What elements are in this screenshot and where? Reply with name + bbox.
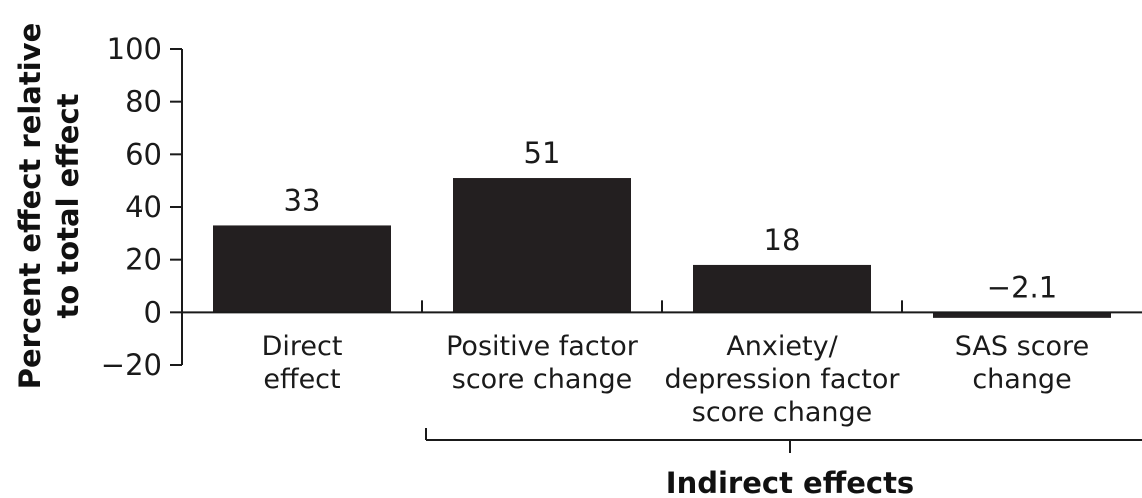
bar (933, 312, 1111, 318)
category-label-line: score change (452, 364, 633, 395)
category-label: Anxiety/depression factor score change (665, 331, 901, 428)
data-labels: 33 51 18 −2.1 (284, 136, 1058, 304)
category-label-line: change (972, 364, 1071, 395)
y-tick-label: 100 (107, 32, 162, 66)
category-label-line: Positive factor (446, 331, 639, 362)
y-axis-title-line-2: to total effect (51, 93, 85, 318)
y-tick-label: −20 (101, 348, 162, 382)
indirect-effects-bracket: Indirect effects (425, 428, 1142, 498)
category-label-line: score change (692, 397, 873, 428)
y-tick-label: 20 (125, 243, 162, 277)
bars (213, 178, 1111, 318)
data-label: 51 (524, 136, 561, 170)
category-label-line: depression factor (665, 364, 901, 395)
data-label: 33 (284, 183, 321, 217)
data-label: 18 (764, 223, 801, 257)
category-label: Direct effect (262, 331, 343, 395)
category-label-line: SAS score (955, 331, 1089, 362)
y-tick-label: 0 (144, 295, 162, 329)
bar (213, 225, 391, 313)
category-label-line: effect (263, 364, 340, 395)
bar (693, 264, 871, 313)
y-axis: 100 80 60 40 20 0 −20 (101, 32, 183, 382)
indirect-effects-label: Indirect effects (666, 466, 914, 498)
y-tick-label: 80 (125, 85, 162, 119)
bar (453, 178, 631, 313)
data-label: −2.1 (987, 270, 1057, 304)
category-label: SAS score change (955, 331, 1089, 395)
y-axis-title-line-1: Percent effect relative (13, 23, 47, 390)
x-axis (182, 300, 1142, 314)
y-axis-title: Percent effect relative to total effect (13, 23, 85, 390)
y-tick-label: 60 (125, 137, 162, 171)
category-label-line: Direct (262, 331, 343, 362)
y-tick-label: 40 (125, 190, 162, 224)
category-label-line: Anxiety/ (726, 331, 838, 362)
category-label: Positive factor score change (446, 331, 639, 395)
